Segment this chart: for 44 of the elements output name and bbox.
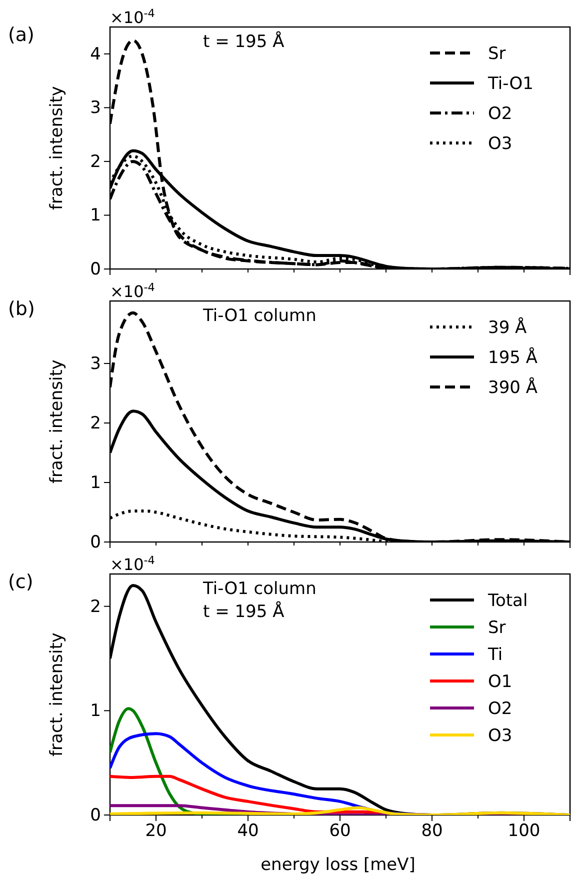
legend-label: 39 Å: [488, 316, 528, 338]
y-axis-title: fract. intensity: [47, 632, 67, 756]
x-tick-label: 80: [421, 821, 443, 842]
annotation: ×10$^{-4}$: [110, 280, 155, 301]
legend-label: O2: [488, 104, 512, 124]
y-tick-label: 3: [90, 354, 101, 374]
annotation: ×10$^{-4}$: [110, 554, 155, 574]
x-tick-label: 100: [508, 821, 540, 842]
legend-label: 195 Å: [488, 346, 538, 368]
legend-label: Ti: [487, 644, 503, 665]
y-axis-title: fract. intensity: [47, 86, 67, 210]
y-tick-label: 0: [90, 805, 101, 826]
y-tick-label: 4: [90, 44, 101, 64]
x-tick-label: 20: [145, 821, 167, 842]
x-axis-title: energy loss [meV]: [260, 855, 416, 875]
y-tick-label: 2: [90, 596, 101, 617]
y-tick-label: 1: [90, 206, 101, 226]
x-tick-label: 60: [329, 821, 351, 842]
legend-label: O2: [488, 698, 512, 719]
x-tick-label: 40: [237, 821, 259, 842]
y-tick-label: 0: [90, 532, 101, 552]
y-axis-title: fract. intensity: [47, 360, 67, 484]
legend-label: Total: [487, 590, 528, 611]
legend-label: Sr: [488, 44, 506, 64]
legend-label: O1: [488, 672, 512, 692]
legend-label: O3: [488, 134, 512, 154]
y-tick-label: 3: [90, 98, 101, 118]
chart-title: (a): [8, 24, 34, 46]
annotation: Ti-O1 column: [202, 306, 316, 326]
y-tick-label: 2: [90, 152, 101, 172]
text: ×10$^{-4}$: [110, 6, 155, 27]
chart-title: (b): [8, 298, 35, 320]
legend-label: Sr: [488, 618, 506, 638]
y-tick-label: 1: [90, 472, 101, 493]
y-tick-label: 0: [90, 259, 101, 280]
chart-title: (c): [8, 571, 34, 593]
legend-label: O3: [488, 726, 512, 746]
annotation: t = 195 Å: [203, 601, 285, 622]
annotation: t = 195 Å: [203, 31, 285, 52]
legend-label: 390 Å: [488, 376, 538, 398]
y-tick-label: 2: [90, 413, 101, 434]
y-tick-label: 1: [90, 701, 101, 722]
legend-label: Ti-O1: [487, 74, 534, 94]
annotation: Ti-O1 column: [202, 579, 316, 599]
